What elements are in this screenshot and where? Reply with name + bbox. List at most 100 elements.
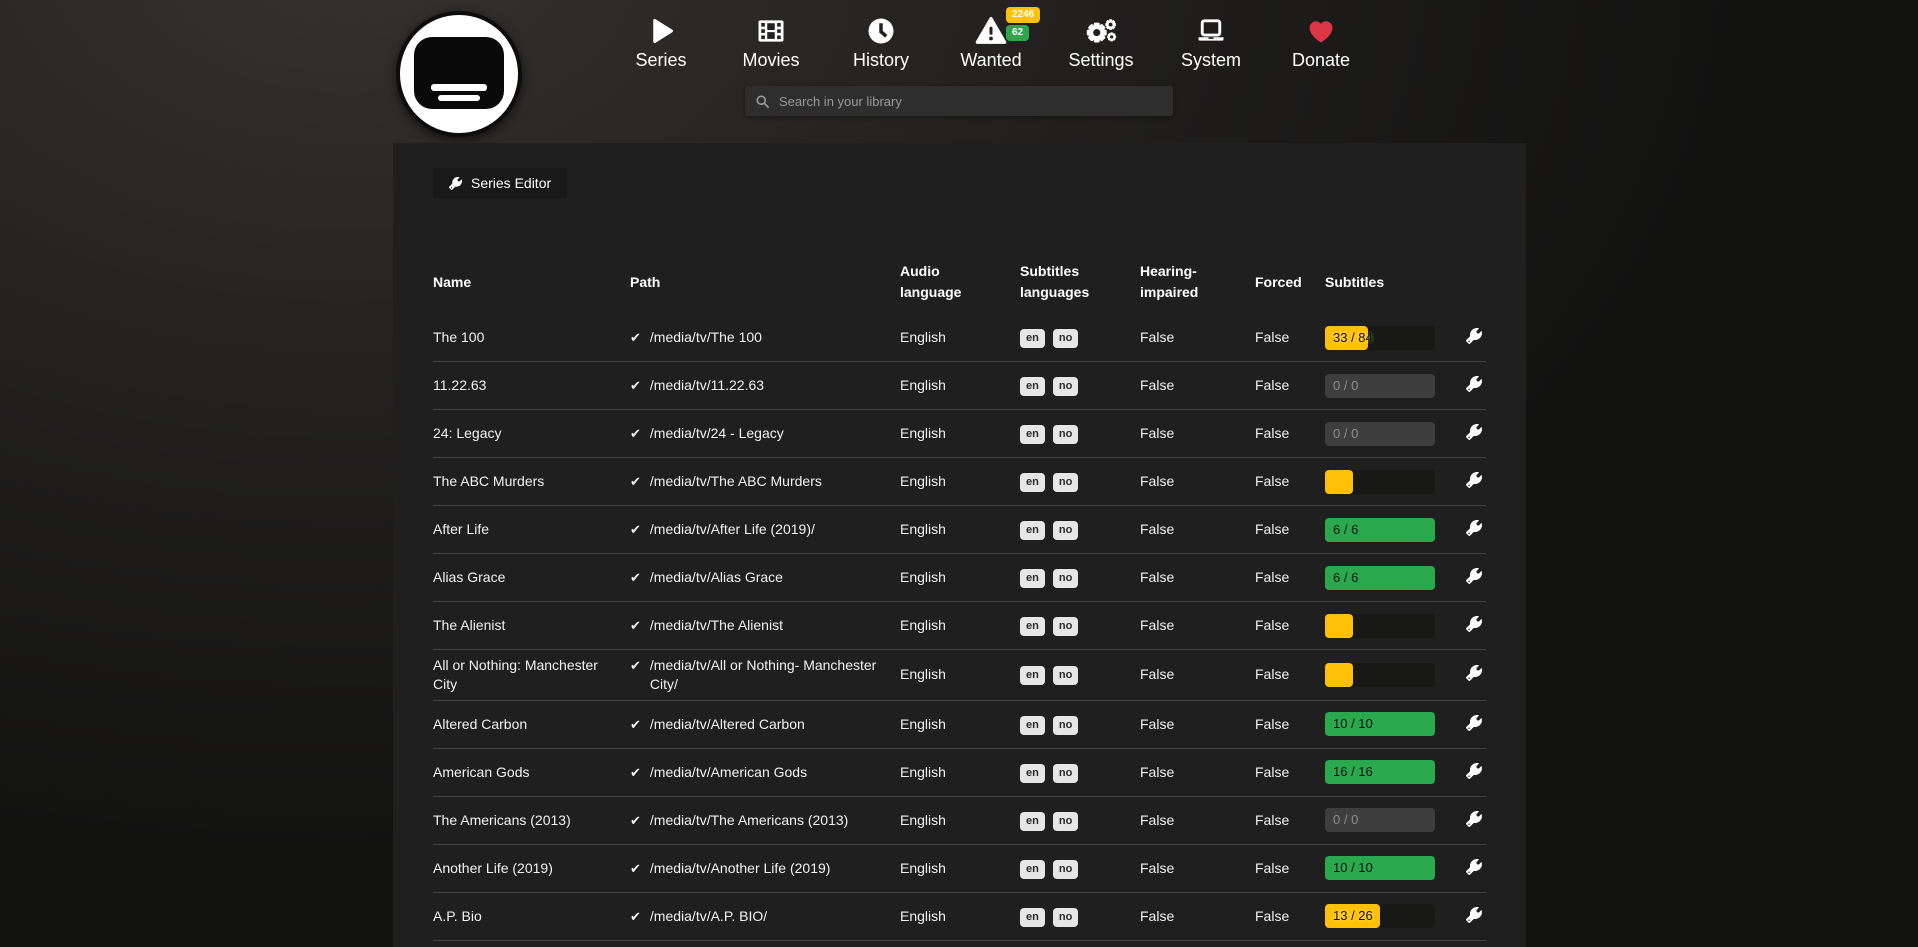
edit-series-button[interactable] [1464,905,1484,928]
series-name[interactable]: After Life [433,521,490,538]
edit-series-button[interactable] [1464,566,1484,589]
subtitles-progress: 10 / 10 [1325,856,1435,881]
nav-item-history[interactable]: History [849,14,913,71]
hearing-impaired-value: False [1140,377,1175,394]
search-input[interactable] [779,93,1163,109]
edit-series-button[interactable] [1464,422,1484,445]
edit-series-button[interactable] [1464,663,1484,686]
hearing-impaired-value: False [1140,329,1175,346]
hearing-impaired-value: False [1140,715,1175,732]
series-name[interactable]: Altered Carbon [433,715,528,732]
series-name[interactable]: The Alienist [433,617,506,634]
subtitles-languages: en no [1020,321,1140,354]
series-editor-button[interactable]: Series Editor [433,168,568,198]
subtitles-progress [1325,613,1435,638]
forced-value: False [1255,907,1290,924]
series-path-text: /media/tv/The Alienist [649,617,783,634]
subtitle-language-badge: en [1020,715,1045,735]
subtitles-languages: en no [1020,369,1140,402]
edit-series-button[interactable] [1464,518,1484,541]
subtitles-languages: en no [1020,658,1140,691]
series-name[interactable]: American Gods [433,763,530,780]
bazarr-logo[interactable] [396,11,522,137]
subtitles-languages: en no [1020,708,1140,741]
tools-cell [1455,320,1486,355]
tools-cell [1455,608,1486,643]
series-name[interactable]: The 100 [433,329,485,346]
nav-item-series[interactable]: Series [629,14,693,71]
wanted-badges: 2246 62 [1006,7,1041,41]
subtitles-progress [1325,662,1435,687]
series-path: ✔ /media/tv/Altered Carbon [630,709,900,740]
forced-value: False [1255,666,1290,683]
nav-label-series: Series [635,50,687,70]
check-icon: ✔ [630,716,641,732]
nav-item-settings[interactable]: Settings [1068,14,1134,71]
hearing-impaired-value: False [1140,521,1175,538]
series-path: ✔ /media/tv/All or Nothing- Manchester Ci… [630,650,900,700]
subtitle-language-badge: en [1020,425,1045,444]
forced-value: False [1255,715,1290,732]
series-name[interactable]: All or Nothing: Manchester City [433,657,598,692]
subtitle-language-badge: no [1052,569,1079,588]
subtitles-progress: 33 / 84 [1325,325,1435,350]
subtitles-cell: 33 / 84 [1325,320,1455,356]
nav-label-system: System [1180,50,1241,70]
table-row: 24: Legacy ✔ /media/tv/24 - Legacy English e… [433,410,1486,458]
subtitles-cell: 6 / 6 [1325,560,1455,596]
series-name[interactable]: 24: Legacy [433,425,502,442]
series-name[interactable]: 11.22.63 [433,377,487,394]
edit-series-button[interactable] [1464,326,1484,349]
nav-item-wanted[interactable]: 2246 62 Wanted [959,7,1041,71]
edit-series-button[interactable] [1464,374,1484,397]
series-path: ✔ /media/tv/The Alienist [630,610,900,641]
subtitles-cell: 10 / 10 [1325,706,1455,742]
series-name[interactable]: The ABC Murders [433,473,545,490]
nav-item-system[interactable]: System [1179,14,1243,71]
check-icon: ✔ [630,330,641,346]
subtitles-cell [1325,608,1455,644]
check-icon: ✔ [630,426,641,442]
series-path: ✔ /media/tv/Alias Grace [630,562,900,593]
hearing-impaired-value: False [1140,907,1175,924]
subtitle-language-badge: no [1052,666,1079,686]
subtitle-language-badge: en [1020,521,1045,540]
edit-series-button[interactable] [1464,614,1484,637]
series-name[interactable]: The Americans (2013) [433,811,571,828]
edit-series-button[interactable] [1464,857,1484,880]
col-header-name: Name [433,273,472,290]
series-name[interactable]: Another Life (2019) [433,859,553,876]
forced-value: False [1255,811,1290,828]
table-header: Name Path Audio language Subtitles language… [433,250,1486,314]
wanted-badge-0: 2246 [1006,7,1041,23]
subtitles-cell: 0 / 0 [1325,802,1455,838]
series-name[interactable]: Alias Grace [433,569,506,586]
subtitles-languages: en no [1020,561,1140,594]
subtitle-language-badge: no [1052,859,1079,879]
nav-item-donate[interactable]: Donate [1289,14,1353,71]
nav-item-movies[interactable]: Movies [739,14,803,71]
audio-language: English [900,569,946,586]
col-header-subtitles-languages: Subtitles languages [1020,263,1090,300]
edit-series-button[interactable] [1464,809,1484,832]
subtitles-progress: 0 / 0 [1325,421,1435,446]
subtitles-cell [1325,464,1455,500]
subtitles-languages: en no [1020,609,1140,642]
edit-series-button[interactable] [1464,470,1484,493]
nav-label-wanted: Wanted [960,50,1022,70]
series-name[interactable]: A.P. Bio [433,907,482,924]
edit-series-button[interactable] [1464,713,1484,736]
subtitle-language-badge: en [1020,617,1045,636]
content-panel: Series Editor Name Path Audio language Subt… [393,143,1526,947]
subtitle-language-badge: no [1052,329,1079,348]
subtitles-cell: 16 / 16 [1325,754,1455,790]
series-path-text: /media/tv/After Life (2019)/ [649,521,815,538]
subtitle-language-badge: no [1052,763,1079,783]
nav-label-history: History [852,50,909,70]
series-path: ✔ /media/tv/The ABC Murders [630,466,900,497]
forced-value: False [1255,521,1290,538]
edit-series-button[interactable] [1464,761,1484,784]
series-path-text: /media/tv/All or Nothing- Manchester Cit… [649,657,877,692]
search-bar [745,86,1173,116]
forced-value: False [1255,425,1290,442]
